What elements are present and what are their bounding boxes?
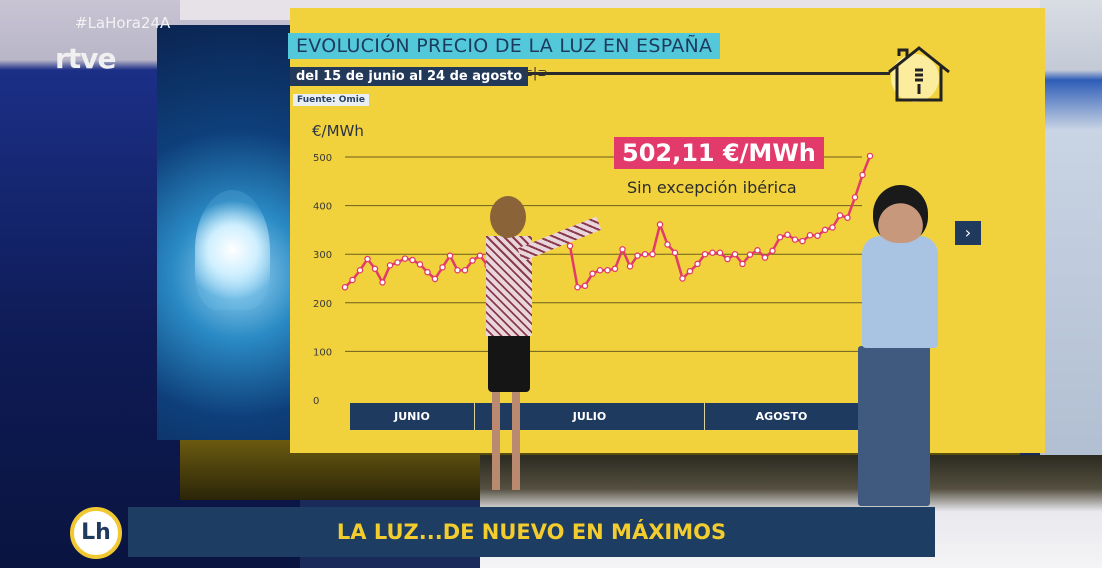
data-point (806, 231, 814, 239)
y-tick-label: 300 (313, 250, 332, 261)
data-point (424, 268, 431, 276)
data-point (596, 266, 604, 274)
data-point (476, 252, 484, 259)
news-ticker-headline: LA LUZ...DE NUEVO EN MÁXIMOS (128, 507, 935, 557)
y-tick-label: 200 (313, 299, 332, 310)
data-point (821, 226, 829, 234)
price-line-chart: 0 100 200 300 400 500 (313, 152, 874, 407)
house-bulb-icon (888, 46, 950, 102)
lightbulb-icon (195, 190, 270, 310)
data-point (791, 236, 799, 243)
presenter-legs (482, 390, 532, 490)
data-point (701, 250, 709, 258)
data-point (664, 241, 671, 248)
y-axis-label: €/MWh (312, 122, 364, 140)
cable-line (520, 72, 890, 75)
month-label-agosto: AGOSTO (755, 410, 808, 423)
data-point (461, 266, 469, 274)
data-point (379, 279, 386, 286)
data-point (694, 260, 701, 268)
data-point (619, 246, 626, 253)
y-tick-label: 400 (313, 202, 332, 213)
data-point (709, 249, 716, 256)
graphic-subtitle: del 15 de junio al 24 de agosto (290, 67, 529, 86)
source-label: Fuente: Omie (293, 94, 369, 106)
data-point (439, 264, 446, 271)
data-point (814, 232, 821, 239)
data-point (364, 255, 371, 263)
month-label-julio: JULIO (475, 403, 705, 430)
data-point (829, 224, 836, 231)
y-tick-label: 100 (313, 347, 332, 358)
data-point (731, 250, 739, 258)
data-point (769, 247, 776, 255)
data-point (754, 247, 761, 254)
data-point (649, 250, 656, 258)
data-point (446, 252, 454, 259)
data-point (671, 249, 679, 256)
data-point (641, 250, 649, 258)
data-point (589, 270, 596, 277)
y-tick-label: 0 (313, 396, 319, 407)
rtve-logo: rtve (55, 42, 116, 75)
data-point (746, 251, 754, 258)
data-point (799, 237, 806, 245)
month-axis: JUNIO JULIO AGOSTO (350, 403, 858, 430)
data-point (349, 276, 356, 284)
data-point (566, 242, 574, 250)
data-point (739, 260, 746, 268)
data-point (454, 266, 461, 274)
peak-price-note: Sin excepción ibérica (627, 178, 797, 197)
data-point (626, 263, 634, 270)
month-label-junio: JUNIO (350, 403, 475, 430)
data-point (724, 255, 731, 263)
presenter-head (490, 196, 526, 238)
data-point (634, 252, 641, 259)
data-point (431, 275, 439, 283)
y-tick-label: 500 (313, 153, 332, 164)
data-point (776, 233, 784, 241)
data-point (716, 249, 724, 256)
data-point (761, 254, 769, 261)
data-point (416, 261, 424, 268)
data-point (611, 265, 619, 273)
data-point (844, 214, 851, 221)
data-point (679, 275, 686, 282)
data-point (574, 283, 581, 291)
data-point (341, 283, 349, 291)
guest-man (862, 236, 938, 348)
chevron-right-icon[interactable]: › (955, 221, 981, 245)
guest-head (873, 185, 928, 243)
data-point (866, 152, 874, 160)
data-point (371, 265, 379, 273)
data-point (784, 231, 791, 239)
data-point (581, 282, 589, 290)
data-point (386, 262, 394, 269)
data-point (409, 256, 416, 264)
data-point (836, 212, 844, 219)
data-point (604, 266, 611, 274)
price-series-line (344, 155, 872, 289)
data-point (394, 259, 401, 266)
program-logo: Lh (70, 507, 122, 559)
graphic-title: EVOLUCIÓN PRECIO DE LA LUZ EN ESPAÑA (288, 33, 721, 59)
data-point (656, 221, 664, 228)
data-point (686, 267, 694, 275)
hashtag-label: #LaHora24A (75, 14, 171, 32)
data-point (356, 266, 364, 274)
data-point (469, 257, 476, 264)
plug-icon: ⊂|⊃ (522, 66, 549, 81)
data-point (851, 194, 859, 201)
peak-price-callout: 502,11 €/MWh (614, 137, 824, 169)
guest-legs (858, 346, 930, 506)
data-point (401, 255, 409, 262)
data-point (859, 171, 866, 179)
